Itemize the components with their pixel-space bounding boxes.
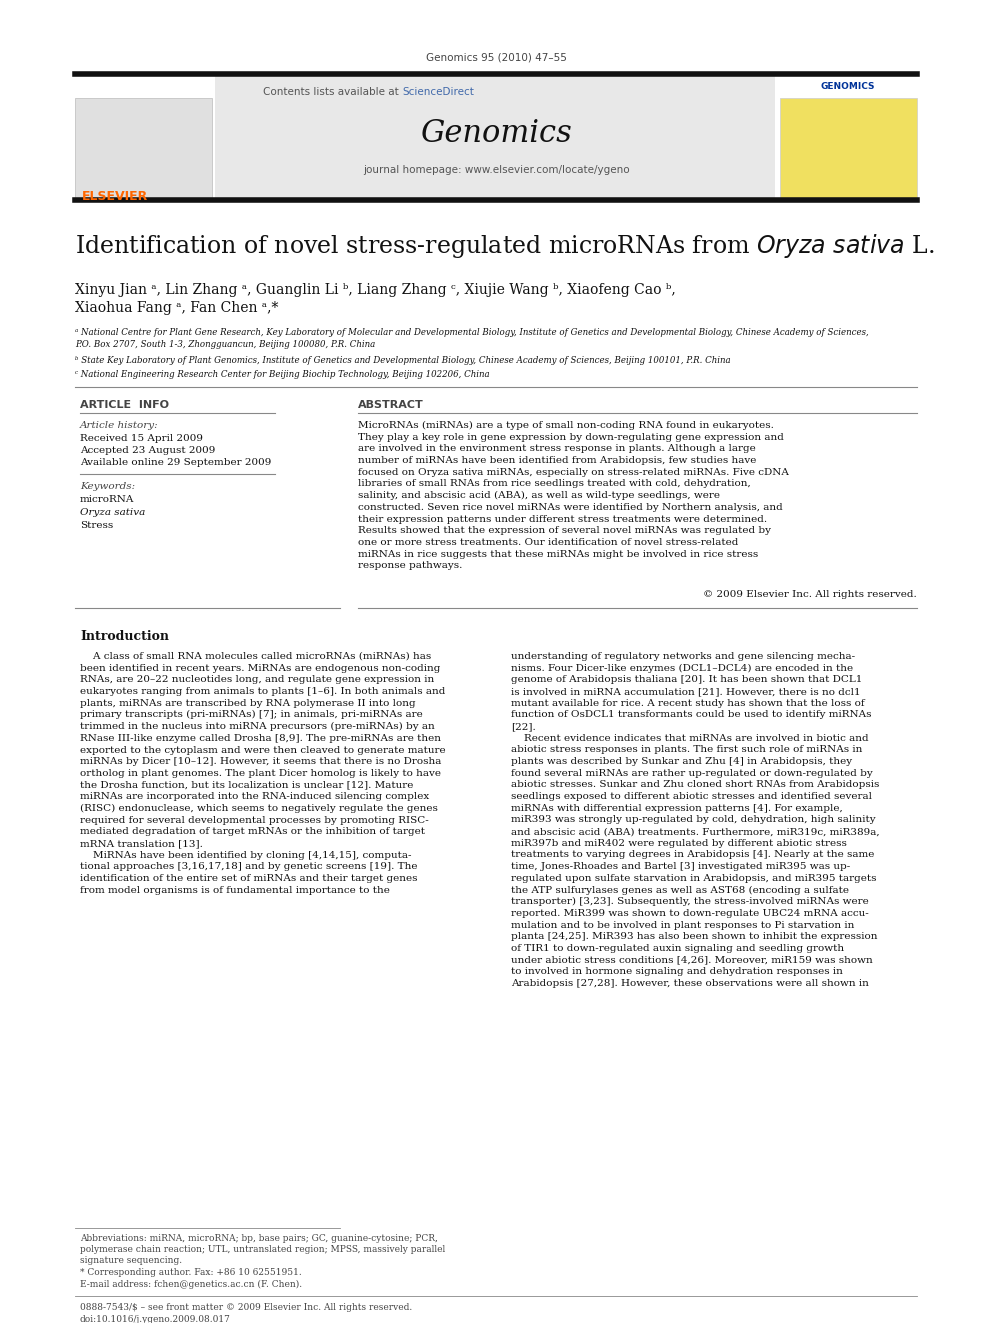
Text: journal homepage: www.elsevier.com/locate/ygeno: journal homepage: www.elsevier.com/locat… — [363, 165, 629, 175]
Text: ELSEVIER: ELSEVIER — [82, 191, 148, 202]
Text: ABSTRACT: ABSTRACT — [358, 400, 424, 410]
Text: ScienceDirect: ScienceDirect — [402, 87, 474, 97]
Text: Xiaohua Fang ᵃ, Fan Chen ᵃ,*: Xiaohua Fang ᵃ, Fan Chen ᵃ,* — [75, 302, 279, 315]
Text: Genomics: Genomics — [421, 118, 571, 149]
Text: Xinyu Jian ᵃ, Lin Zhang ᵃ, Guanglin Li ᵇ, Liang Zhang ᶜ, Xiujie Wang ᵇ, Xiaofeng: Xinyu Jian ᵃ, Lin Zhang ᵃ, Guanglin Li ᵇ… — [75, 283, 676, 296]
FancyBboxPatch shape — [75, 98, 212, 198]
Text: Article history:: Article history: — [80, 421, 159, 430]
Text: GENOMICS: GENOMICS — [820, 82, 875, 91]
Text: Available online 29 September 2009: Available online 29 September 2009 — [80, 458, 272, 467]
Text: MicroRNAs (miRNAs) are a type of small non-coding RNA found in eukaryotes.
They : MicroRNAs (miRNAs) are a type of small n… — [358, 421, 789, 570]
Text: * Corresponding author. Fax: +86 10 62551951.: * Corresponding author. Fax: +86 10 6255… — [80, 1267, 302, 1277]
Text: A class of small RNA molecules called microRNAs (miRNAs) has
been identified in : A class of small RNA molecules called mi… — [80, 652, 445, 894]
Text: ᵇ State Key Laboratory of Plant Genomics, Institute of Genetics and Developmenta: ᵇ State Key Laboratory of Plant Genomics… — [75, 356, 731, 365]
Text: Abbreviations: miRNA, microRNA; bp, base pairs; GC, guanine-cytosine; PCR,
polym: Abbreviations: miRNA, microRNA; bp, base… — [80, 1234, 445, 1265]
Text: Contents lists available at: Contents lists available at — [263, 87, 402, 97]
Text: 0888-7543/$ – see front matter © 2009 Elsevier Inc. All rights reserved.: 0888-7543/$ – see front matter © 2009 El… — [80, 1303, 413, 1312]
Text: Oryza sativa: Oryza sativa — [80, 508, 145, 517]
Text: Genomics 95 (2010) 47–55: Genomics 95 (2010) 47–55 — [426, 52, 566, 62]
Text: Keywords:: Keywords: — [80, 482, 135, 491]
Text: Received 15 April 2009: Received 15 April 2009 — [80, 434, 203, 443]
Text: microRNA: microRNA — [80, 495, 134, 504]
Text: Identification of novel stress-regulated microRNAs from $\mathit{Oryza\ sativa}$: Identification of novel stress-regulated… — [75, 232, 934, 261]
FancyBboxPatch shape — [780, 98, 917, 198]
Text: Stress: Stress — [80, 521, 113, 531]
Text: Introduction: Introduction — [80, 630, 169, 643]
Text: © 2009 Elsevier Inc. All rights reserved.: © 2009 Elsevier Inc. All rights reserved… — [703, 590, 917, 599]
FancyBboxPatch shape — [215, 75, 775, 198]
Text: ARTICLE  INFO: ARTICLE INFO — [80, 400, 169, 410]
Text: E-mail address: fchen@genetics.ac.cn (F. Chen).: E-mail address: fchen@genetics.ac.cn (F.… — [80, 1279, 303, 1289]
Text: doi:10.1016/j.ygeno.2009.08.017: doi:10.1016/j.ygeno.2009.08.017 — [80, 1315, 231, 1323]
Text: ᶜ National Engineering Research Center for Beijing Biochip Technology, Beijing 1: ᶜ National Engineering Research Center f… — [75, 370, 490, 378]
Text: ᵃ National Centre for Plant Gene Research, Key Laboratory of Molecular and Devel: ᵃ National Centre for Plant Gene Researc… — [75, 328, 869, 349]
Text: Accepted 23 August 2009: Accepted 23 August 2009 — [80, 446, 215, 455]
Text: understanding of regulatory networks and gene silencing mecha-
nisms. Four Dicer: understanding of regulatory networks and… — [511, 652, 880, 988]
